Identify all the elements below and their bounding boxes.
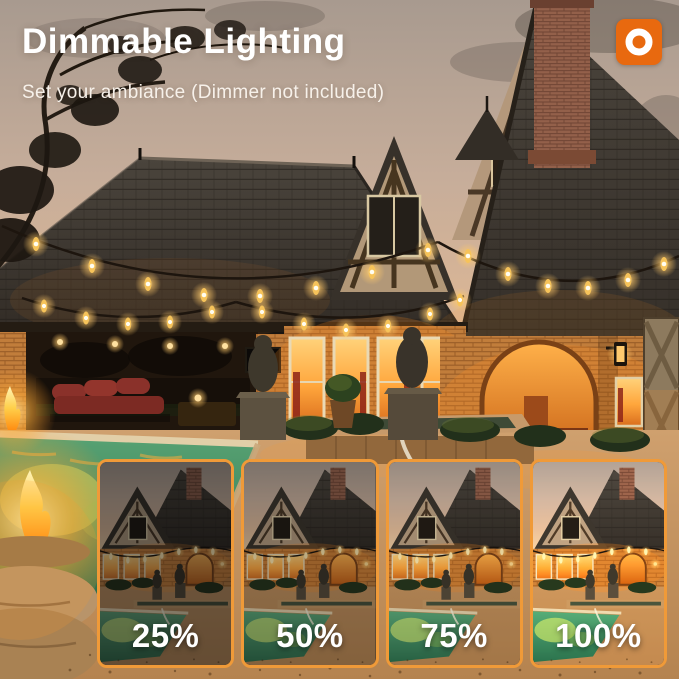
porch-ceiling-lights [51, 333, 234, 355]
tree-silhouette [0, 8, 286, 268]
string-light-bulbs [23, 231, 677, 342]
brightness-card-100: 100% [529, 459, 667, 668]
brightness-card-75: 75% [385, 459, 523, 668]
fire-feature [0, 368, 125, 679]
string-lights [1, 224, 679, 342]
brightness-label: 50% [276, 617, 344, 654]
brightness-card-25: 25% [97, 459, 235, 668]
patio-furniture [50, 378, 236, 426]
brightness-label: 75% [420, 617, 488, 654]
brightness-comparison-row: 25% 50% 75% 100% [97, 459, 667, 668]
brand-logo [616, 19, 662, 65]
page-subtitle: Set your ambiance (Dimmer not included) [22, 82, 385, 103]
brightness-card-50: 50% [241, 459, 379, 668]
wall-lantern [606, 341, 633, 367]
header: Dimmable Lighting Set your ambiance (Dim… [22, 22, 384, 104]
ring-icon [625, 28, 653, 56]
brick-chimney [534, 0, 590, 168]
brightness-label: 25% [131, 617, 200, 654]
right-house-roof [445, 0, 679, 401]
garden-statues [236, 327, 442, 440]
garden-bushes [282, 374, 650, 452]
brightness-label: 100% [555, 617, 642, 654]
page-title: Dimmable Lighting [22, 22, 346, 61]
